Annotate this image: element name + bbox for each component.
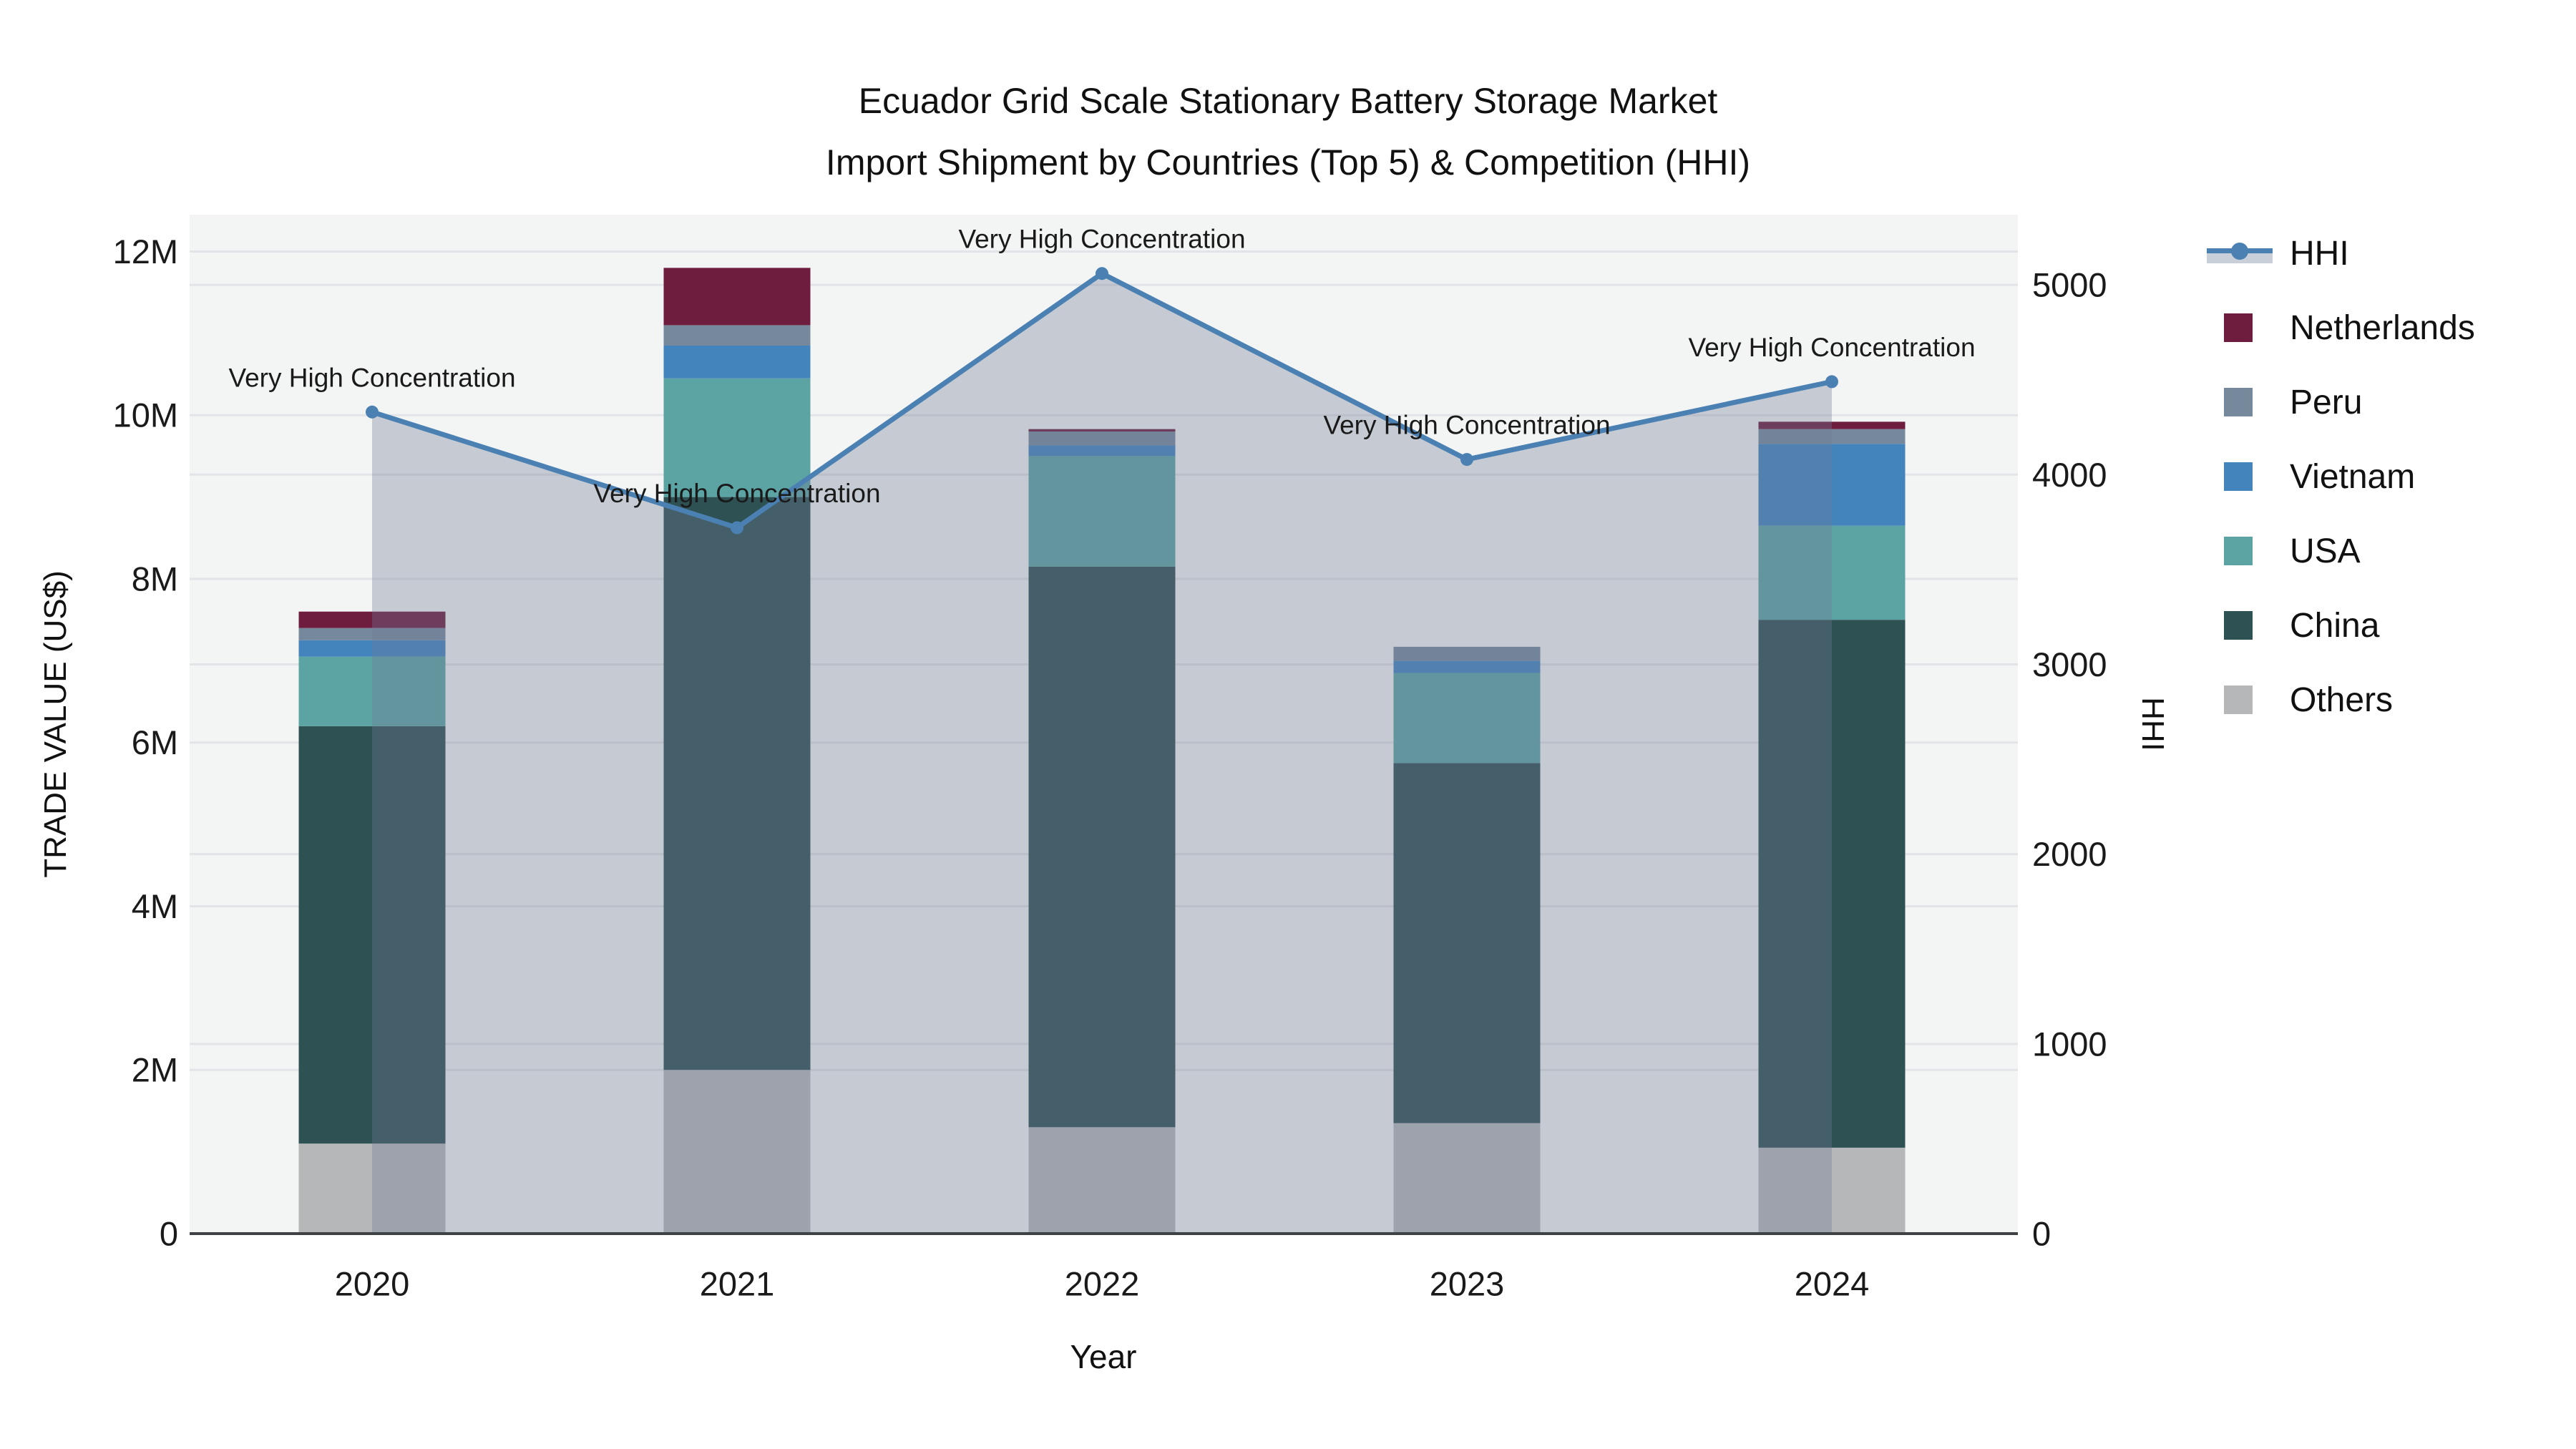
legend-item-others[interactable]: Others bbox=[2207, 663, 2475, 737]
peru-swatch-icon bbox=[2207, 386, 2273, 418]
chart-title: Ecuador Grid Scale Stationary Battery St… bbox=[0, 70, 2576, 193]
annotation-2021: Very High Concentration bbox=[593, 479, 880, 508]
bar-2020-netherlands[interactable] bbox=[298, 611, 446, 628]
hhi-marker-2024[interactable] bbox=[1825, 375, 1838, 389]
left-tick-6M: 6M bbox=[132, 723, 178, 761]
legend-label: Others bbox=[2290, 680, 2394, 719]
bar-2024-netherlands[interactable] bbox=[1758, 421, 1906, 429]
x-axis-title: Year bbox=[1070, 1338, 1137, 1375]
legend-item-netherlands[interactable]: Netherlands bbox=[2207, 291, 2475, 365]
bar-2020-peru[interactable] bbox=[298, 628, 446, 640]
right-tick-0: 0 bbox=[2032, 1215, 2051, 1253]
hhi-marker-2021[interactable] bbox=[731, 521, 743, 535]
bar-2022-peru[interactable] bbox=[1028, 431, 1176, 446]
legend-item-vietnam[interactable]: Vietnam bbox=[2207, 439, 2475, 514]
bar-2023-usa[interactable] bbox=[1393, 673, 1541, 763]
bar-2021-peru[interactable] bbox=[663, 325, 811, 346]
bar-2021-vietnam[interactable] bbox=[663, 346, 811, 379]
bar-2021-others[interactable] bbox=[663, 1070, 811, 1234]
others-swatch-icon bbox=[2207, 684, 2273, 716]
bar-2023-vietnam[interactable] bbox=[1393, 660, 1541, 673]
bar-2024-china[interactable] bbox=[1758, 620, 1906, 1148]
bar-2020-usa[interactable] bbox=[298, 656, 446, 726]
bar-2020-vietnam[interactable] bbox=[298, 640, 446, 657]
hhi-line-icon bbox=[2207, 238, 2273, 269]
left-tick-0: 0 bbox=[160, 1215, 178, 1253]
bar-2023-china[interactable] bbox=[1393, 763, 1541, 1123]
bar-2024-vietnam[interactable] bbox=[1758, 444, 1906, 526]
legend: HHI Netherlands Peru Vietnam USA China Others bbox=[2207, 216, 2475, 737]
legend-label: Netherlands bbox=[2290, 308, 2475, 347]
china-swatch-icon bbox=[2207, 610, 2273, 641]
legend-item-china[interactable]: China bbox=[2207, 588, 2475, 663]
x-tick-2020: 2020 bbox=[335, 1264, 410, 1302]
annotation-2023: Very High Concentration bbox=[1323, 411, 1610, 440]
x-tick-2023: 2023 bbox=[1430, 1264, 1505, 1302]
bar-2022-netherlands[interactable] bbox=[1028, 429, 1176, 432]
hhi-marker-2022[interactable] bbox=[1096, 267, 1108, 280]
bar-2022-usa[interactable] bbox=[1028, 456, 1176, 567]
annotation-2020: Very High Concentration bbox=[228, 363, 515, 392]
right-tick-3000: 3000 bbox=[2032, 645, 2107, 683]
bar-2022-vietnam[interactable] bbox=[1028, 445, 1176, 457]
bar-2023-others[interactable] bbox=[1393, 1123, 1541, 1234]
hhi-marker-2020[interactable] bbox=[366, 405, 379, 419]
x-tick-2024: 2024 bbox=[1795, 1264, 1870, 1302]
legend-label: USA bbox=[2290, 532, 2361, 570]
bar-2021-china[interactable] bbox=[663, 497, 811, 1070]
left-tick-10M: 10M bbox=[113, 396, 178, 434]
left-tick-8M: 8M bbox=[132, 560, 178, 597]
legend-label: Vietnam bbox=[2290, 457, 2416, 496]
right-tick-2000: 2000 bbox=[2032, 835, 2107, 873]
hhi-area bbox=[372, 273, 1832, 1234]
hhi-marker-2023[interactable] bbox=[1460, 453, 1473, 467]
annotation-2022: Very High Concentration bbox=[958, 225, 1245, 254]
x-tick-2022: 2022 bbox=[1065, 1264, 1140, 1302]
vietnam-swatch-icon bbox=[2207, 461, 2273, 492]
legend-label: Peru bbox=[2290, 383, 2363, 421]
legend-item-peru[interactable]: Peru bbox=[2207, 365, 2475, 439]
chart-title-line2: Import Shipment by Countries (Top 5) & C… bbox=[825, 142, 1751, 182]
bar-2024-usa[interactable] bbox=[1758, 525, 1906, 620]
legend-item-usa[interactable]: USA bbox=[2207, 514, 2475, 588]
usa-swatch-icon bbox=[2207, 535, 2273, 567]
bar-2021-netherlands[interactable] bbox=[663, 268, 811, 326]
bar-2024-others[interactable] bbox=[1758, 1147, 1906, 1234]
left-tick-12M: 12M bbox=[113, 233, 178, 270]
bar-2020-china[interactable] bbox=[298, 726, 446, 1144]
bar-2020-others[interactable] bbox=[298, 1143, 446, 1234]
netherlands-swatch-icon bbox=[2207, 312, 2273, 343]
annotation-2024: Very High Concentration bbox=[1688, 333, 1975, 362]
bar-2022-china[interactable] bbox=[1028, 566, 1176, 1128]
chart-title-line1: Ecuador Grid Scale Stationary Battery St… bbox=[858, 81, 1718, 121]
legend-label: HHI bbox=[2290, 234, 2349, 273]
left-tick-2M: 2M bbox=[132, 1051, 178, 1089]
left-tick-4M: 4M bbox=[132, 887, 178, 925]
legend-item-hhi[interactable]: HHI bbox=[2207, 216, 2475, 291]
bar-2021-usa[interactable] bbox=[663, 378, 811, 497]
right-tick-4000: 4000 bbox=[2032, 456, 2107, 494]
right-tick-1000: 1000 bbox=[2032, 1025, 2107, 1063]
bar-2022-others[interactable] bbox=[1028, 1127, 1176, 1234]
x-tick-2021: 2021 bbox=[700, 1264, 775, 1302]
right-tick-5000: 5000 bbox=[2032, 266, 2107, 304]
legend-label: China bbox=[2290, 606, 2380, 645]
bar-2024-peru[interactable] bbox=[1758, 429, 1906, 444]
bar-2023-peru[interactable] bbox=[1393, 646, 1541, 661]
